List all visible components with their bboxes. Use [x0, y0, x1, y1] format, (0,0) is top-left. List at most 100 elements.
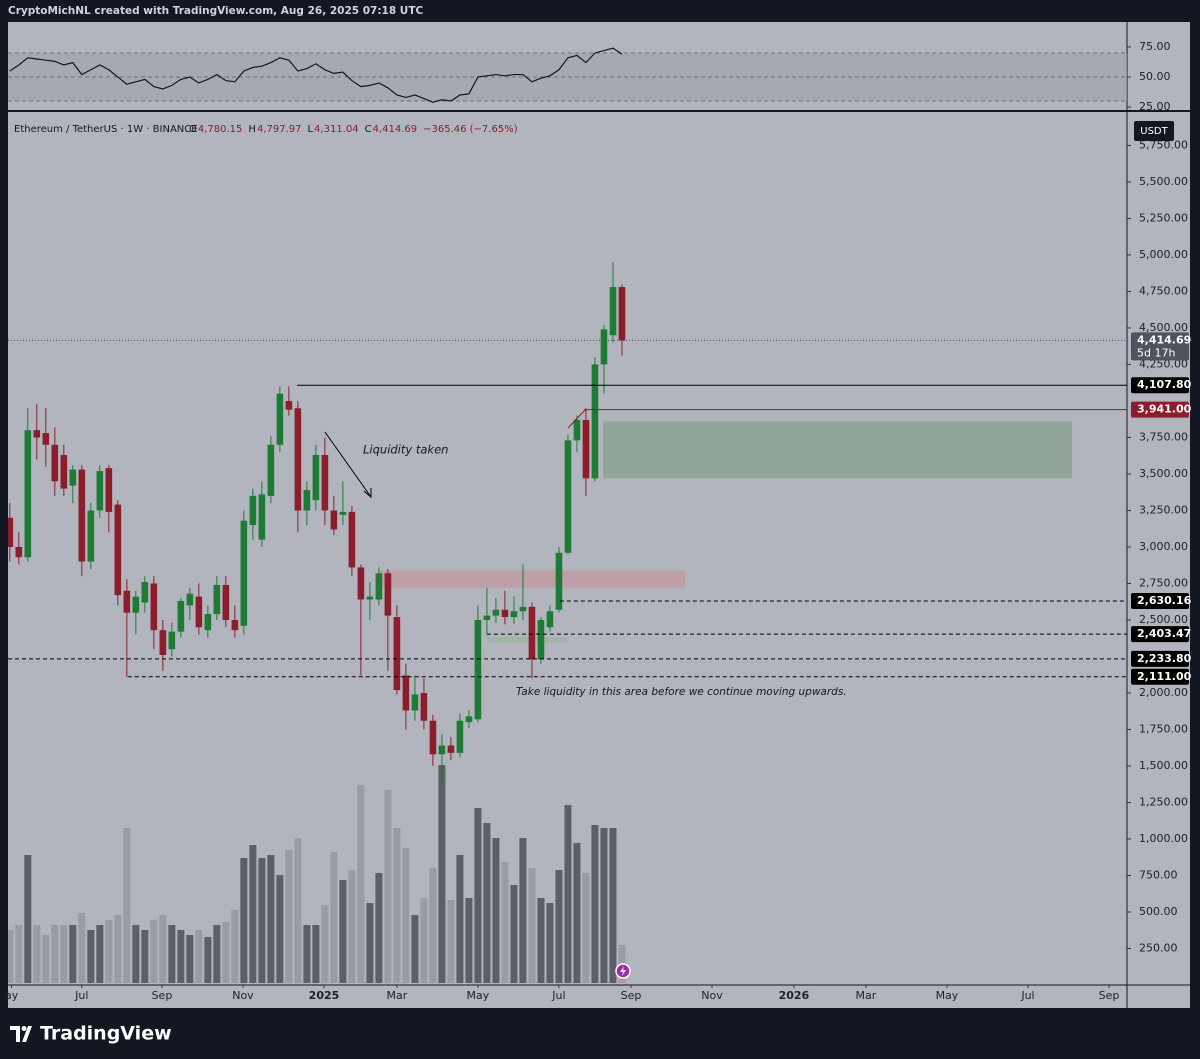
candle-body [114, 504, 122, 596]
candle-body [42, 433, 50, 445]
y-tick-label: 4,750.00 [1139, 284, 1188, 297]
volume-bar [87, 930, 95, 983]
candle-body [519, 606, 527, 612]
candle-body [357, 567, 365, 600]
candle-body [267, 444, 275, 496]
volume-bar [78, 913, 86, 983]
volume-bar [8, 930, 14, 983]
y-tick-label: 5,750.00 [1139, 138, 1188, 151]
header: CryptoMichNL created with TradingView.co… [8, 5, 423, 17]
candle-body [474, 619, 482, 720]
arrow [324, 431, 372, 498]
candle-body [330, 510, 338, 530]
candle-body [411, 694, 419, 711]
volume-bar [150, 920, 158, 983]
candle-body [438, 745, 446, 755]
volume-bar [465, 898, 473, 983]
price-label: 2,111.00 [1137, 670, 1192, 683]
volume-bar [303, 925, 311, 983]
volume-bar [240, 858, 248, 983]
y-tick-label: 3,000.00 [1139, 540, 1188, 553]
diagonal [567, 409, 586, 429]
y-tick-label: 3,500.00 [1139, 467, 1188, 480]
volume-bar [42, 935, 50, 983]
volume-bar [177, 930, 185, 983]
legend-value: 4,414.69 [373, 124, 418, 135]
candle-body [384, 573, 392, 616]
volume-bar [510, 885, 518, 983]
price-label: 4,107.80 [1137, 378, 1192, 391]
volume-bar [60, 925, 68, 983]
volume-bar [420, 898, 428, 983]
legend-key: H [248, 124, 256, 135]
candle-body [132, 596, 140, 613]
x-tick-label: May [467, 989, 490, 1002]
x-tick-label: Nov [701, 989, 723, 1002]
volume-bar [492, 838, 500, 983]
volume-bar [186, 935, 194, 983]
x-tick-label: 2025 [309, 989, 340, 1002]
volume-bar [276, 875, 284, 983]
candle-body [51, 444, 59, 482]
volume-bar [15, 925, 23, 983]
candle-body [78, 469, 86, 562]
candle-body [582, 419, 590, 479]
volume-bar [51, 925, 59, 983]
volume-bar [564, 805, 572, 983]
annotation: Liquidity taken [363, 443, 448, 457]
x-tick-label: Jul [551, 989, 565, 1002]
volume-bar [582, 873, 590, 983]
y-tick-label: 1,500.00 [1139, 759, 1188, 772]
volume-bar [222, 922, 230, 983]
candle-body [528, 606, 536, 660]
volume-bar [555, 870, 563, 983]
price-label: 3,941.00 [1137, 403, 1192, 416]
zone [486, 636, 568, 643]
y-tick-label: 4,500.00 [1139, 321, 1188, 334]
candle-body [429, 720, 437, 755]
y-tick-label: 250.00 [1139, 941, 1178, 954]
y-tick-label: 1,000.00 [1139, 832, 1188, 845]
candle-body [537, 619, 545, 660]
volume-bar [393, 828, 401, 983]
y-tick-label: 1,250.00 [1139, 795, 1188, 808]
candle-body [366, 596, 374, 600]
volume-bar [105, 920, 113, 983]
x-tick-label: Sep [1099, 989, 1120, 1002]
candle-body [618, 287, 626, 341]
legend-value: 4,311.04 [314, 124, 359, 135]
y-tick-label: 500.00 [1139, 905, 1178, 918]
x-tick-label: Nov [232, 989, 254, 1002]
currency-box[interactable] [1134, 121, 1174, 141]
currency[interactable]: USDT [1140, 126, 1168, 137]
y-tick-label: 2,750.00 [1139, 576, 1188, 589]
candle-body [492, 609, 500, 616]
volume-bar [330, 852, 338, 983]
candle-body [33, 430, 41, 438]
footer-logo: TradingView [40, 1023, 172, 1045]
candle-body [555, 552, 563, 610]
x-tick-label: Mar [387, 989, 408, 1002]
candle-body [222, 584, 230, 620]
volume-bar [573, 843, 581, 983]
volume-bar [294, 838, 302, 983]
arrow-head [363, 488, 372, 499]
x-tick-label: 2026 [779, 989, 810, 1002]
candle-body [510, 611, 518, 618]
candle-body [249, 495, 257, 526]
axis-layer: 75.00 50.00 25.00 5,750.00 5,500.00 5,250.00 5… [5, 40, 1192, 1002]
candle-body [573, 419, 581, 441]
y-tick-label: 4,250.00 [1139, 357, 1188, 370]
candle-body [456, 720, 464, 753]
volume-bar [609, 828, 617, 983]
price-label-box [1131, 592, 1189, 609]
legend-key: C [365, 124, 372, 135]
candle-body [402, 675, 410, 711]
price-label: 2,403.47 [1137, 627, 1191, 640]
volume-bar [591, 825, 599, 983]
candle-body [105, 468, 113, 512]
volume-bar [600, 828, 608, 983]
candle-body [87, 510, 95, 562]
candle-body [339, 511, 347, 515]
